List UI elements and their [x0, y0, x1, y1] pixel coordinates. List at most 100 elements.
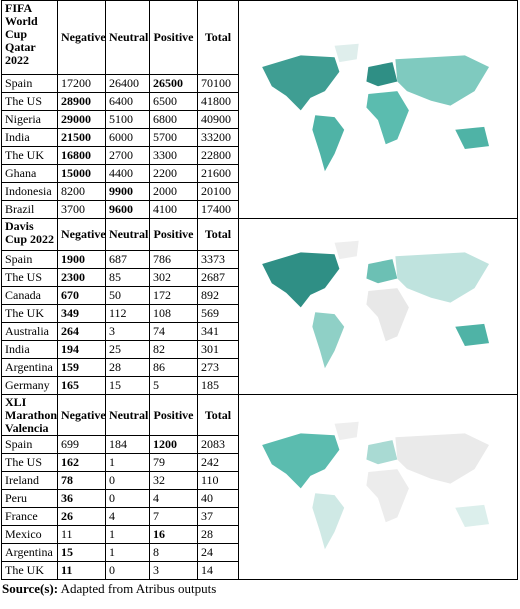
value-cell: 5 [149, 376, 198, 395]
data-row: France 26 4 7 37 [1, 507, 518, 526]
value-cell: 24 [197, 543, 239, 562]
country-cell: India [1, 128, 58, 147]
value-cell: 32 [149, 471, 198, 490]
country-cell: Peru [1, 489, 58, 508]
value-cell: 16 [149, 525, 198, 544]
map-cell [238, 218, 518, 395]
value-cell: 3373 [197, 250, 239, 269]
world-map [262, 421, 490, 549]
value-cell: 33200 [197, 128, 239, 147]
value-cell: 3300 [149, 146, 198, 165]
value-cell: 0 [105, 561, 150, 580]
value-cell: 184 [105, 435, 150, 454]
value-cell: 17200 [57, 74, 106, 93]
value-cell: 2700 [105, 146, 150, 165]
value-cell: 20100 [197, 182, 239, 201]
country-cell: Spain [1, 250, 58, 269]
column-header: Positive [149, 394, 198, 436]
value-cell: 26400 [105, 74, 150, 93]
value-cell: 2687 [197, 268, 239, 287]
value-cell: 3 [149, 561, 198, 580]
column-header: Total [197, 0, 239, 75]
value-cell: 242 [197, 453, 239, 472]
data-row: Brazil 3700 9600 4100 17400 [1, 200, 518, 219]
column-header: Neutral [105, 394, 150, 436]
column-header: Neutral [105, 0, 150, 75]
column-header: Negative [57, 394, 106, 436]
value-cell: 112 [105, 304, 150, 323]
data-row: Mexico 11 1 16 28 [1, 525, 518, 544]
value-cell: 301 [197, 340, 239, 359]
data-row: Argentina 159 28 86 273 [1, 358, 518, 377]
source-text: Adapted from Atribus outputs [60, 581, 217, 596]
data-row: The US 162 1 79 242 [1, 453, 518, 472]
country-cell: The UK [1, 146, 58, 165]
value-cell: 4 [149, 489, 198, 508]
data-row: Australia 264 3 74 341 [1, 322, 518, 341]
value-cell: 36 [57, 489, 106, 508]
value-cell: 2000 [149, 182, 198, 201]
value-cell: 1200 [149, 435, 198, 454]
country-cell: The UK [1, 561, 58, 580]
source-label: Source(s): [2, 581, 59, 596]
value-cell: 194 [57, 340, 106, 359]
value-cell: 687 [105, 250, 150, 269]
country-cell: Spain [1, 74, 58, 93]
value-cell: 0 [105, 489, 150, 508]
value-cell: 273 [197, 358, 239, 377]
value-cell: 9900 [105, 182, 150, 201]
value-cell: 165 [57, 376, 106, 395]
country-cell: Indonesia [1, 182, 58, 201]
value-cell: 22800 [197, 146, 239, 165]
country-cell: France [1, 507, 58, 526]
column-header: Positive [149, 0, 198, 75]
value-cell: 8 [149, 543, 198, 562]
column-header: Negative [57, 0, 106, 75]
value-cell: 37 [197, 507, 239, 526]
value-cell: 786 [149, 250, 198, 269]
value-cell: 6000 [105, 128, 150, 147]
value-cell: 11 [57, 561, 106, 580]
value-cell: 1 [105, 525, 150, 544]
country-cell: The US [1, 453, 58, 472]
column-header: Negative [57, 218, 106, 251]
value-cell: 1 [105, 453, 150, 472]
section-title: FIFA World Cup Qatar 2022 [1, 0, 58, 75]
data-row: Spain 699 184 1200 2083 [1, 435, 518, 454]
value-cell: 110 [197, 471, 239, 490]
data-row: The UK 11 0 3 14 [1, 561, 518, 580]
world-map [262, 240, 490, 369]
source-note: Source(s): Adapted from Atribus outputs [2, 581, 520, 597]
data-row: Peru 36 0 4 40 [1, 489, 518, 508]
data-row: Ghana 15000 4400 2200 21600 [1, 164, 518, 183]
value-cell: 264 [57, 322, 106, 341]
value-cell: 21600 [197, 164, 239, 183]
header-row: FIFA World Cup Qatar 2022 Negative Neutral… [1, 0, 518, 219]
value-cell: 5100 [105, 110, 150, 129]
country-cell: Australia [1, 322, 58, 341]
value-cell: 14 [197, 561, 239, 580]
value-cell: 28 [105, 358, 150, 377]
value-cell: 15 [105, 376, 150, 395]
value-cell: 1900 [57, 250, 106, 269]
data-row: Spain 17200 26400 26500 70100 [1, 74, 518, 93]
value-cell: 15000 [57, 164, 106, 183]
data-row: The US 28900 6400 6500 41800 [1, 92, 518, 111]
value-cell: 79 [149, 453, 198, 472]
country-cell: Canada [1, 286, 58, 305]
country-cell: The US [1, 92, 58, 111]
value-cell: 15 [57, 543, 106, 562]
column-header: Total [197, 394, 239, 436]
country-cell: Mexico [1, 525, 58, 544]
value-cell: 8200 [57, 182, 106, 201]
value-cell: 86 [149, 358, 198, 377]
value-cell: 11 [57, 525, 106, 544]
header-row: Davis Cup 2022 Negative Neutral Positive Tot… [1, 218, 518, 395]
section-title: Davis Cup 2022 [1, 218, 58, 251]
value-cell: 41800 [197, 92, 239, 111]
value-cell: 108 [149, 304, 198, 323]
value-cell: 2300 [57, 268, 106, 287]
data-row: Spain 1900 687 786 3373 [1, 250, 518, 269]
value-cell: 162 [57, 453, 106, 472]
